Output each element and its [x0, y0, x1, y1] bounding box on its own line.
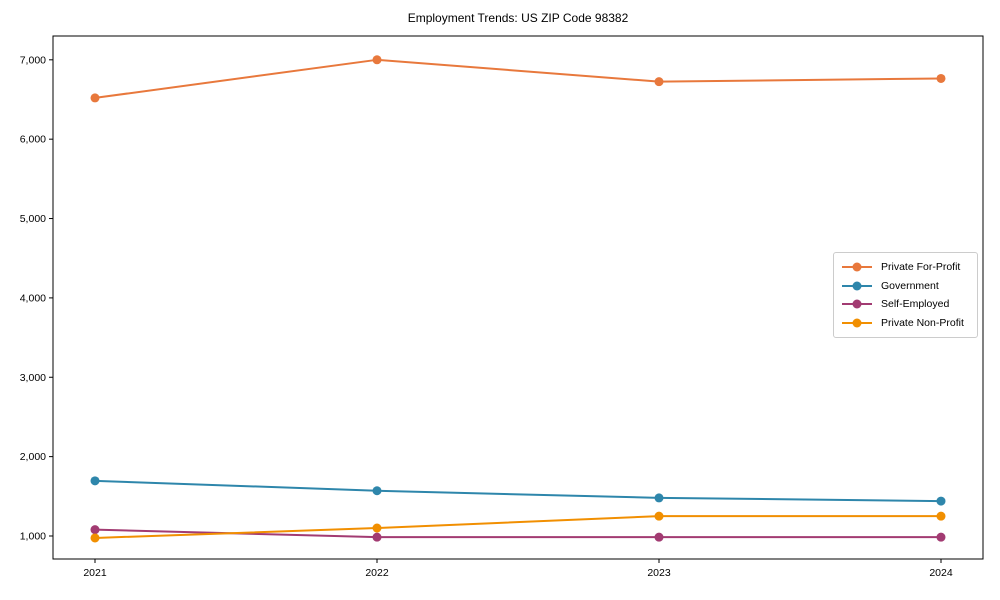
data-point-marker	[654, 532, 664, 542]
legend-item-government: Government	[841, 277, 969, 296]
legend-label: Self-Employed	[881, 298, 950, 311]
legend-item-private-for-profit: Private For-Profit	[841, 258, 969, 277]
data-point-marker	[936, 511, 946, 521]
x-tick-label: 2023	[647, 567, 671, 579]
legend-line-marker-icon	[842, 262, 872, 272]
series-line-government	[94, 479, 942, 503]
data-point-marker	[90, 93, 100, 103]
data-point-marker	[936, 496, 946, 506]
data-point-marker	[936, 73, 946, 83]
data-point-marker	[372, 532, 382, 542]
y-tick-label: 1,000	[20, 530, 46, 542]
data-point-marker	[90, 533, 100, 543]
legend-line-marker-icon	[842, 299, 872, 309]
data-point-marker	[654, 77, 664, 87]
data-point-marker	[654, 493, 664, 503]
legend-item-private-non-profit: Private Non-Profit	[841, 314, 969, 333]
legend-line-marker-icon	[842, 281, 872, 291]
data-point-marker	[90, 476, 100, 486]
data-point-marker	[372, 523, 382, 533]
y-tick-label: 6,000	[20, 134, 46, 146]
x-tick-label: 2021	[83, 567, 107, 579]
legend-label: Government	[881, 279, 939, 292]
series-line-private-for-profit	[94, 58, 942, 99]
legend: Private For-Profit Government Self-Employe…	[833, 252, 978, 338]
series-line-private-non-profit	[94, 515, 942, 539]
legend-label: Private For-Profit	[881, 261, 961, 274]
legend-label: Private Non-Profit	[881, 316, 964, 329]
legend-line-marker-icon	[842, 318, 872, 328]
y-tick-label: 7,000	[20, 54, 46, 66]
y-tick-label: 3,000	[20, 372, 46, 384]
data-point-marker	[654, 511, 664, 521]
data-point-marker	[936, 532, 946, 542]
y-tick-label: 2,000	[20, 451, 46, 463]
x-tick-label: 2022	[365, 567, 389, 579]
y-tick-label: 5,000	[20, 213, 46, 225]
data-point-marker	[90, 525, 100, 535]
legend-item-self-employed: Self-Employed	[841, 295, 969, 314]
data-point-marker	[372, 55, 382, 65]
y-tick-label: 4,000	[20, 292, 46, 304]
x-tick-label: 2024	[929, 567, 953, 579]
data-point-marker	[372, 486, 382, 496]
chart-title: Employment Trends: US ZIP Code 98382	[407, 11, 629, 25]
